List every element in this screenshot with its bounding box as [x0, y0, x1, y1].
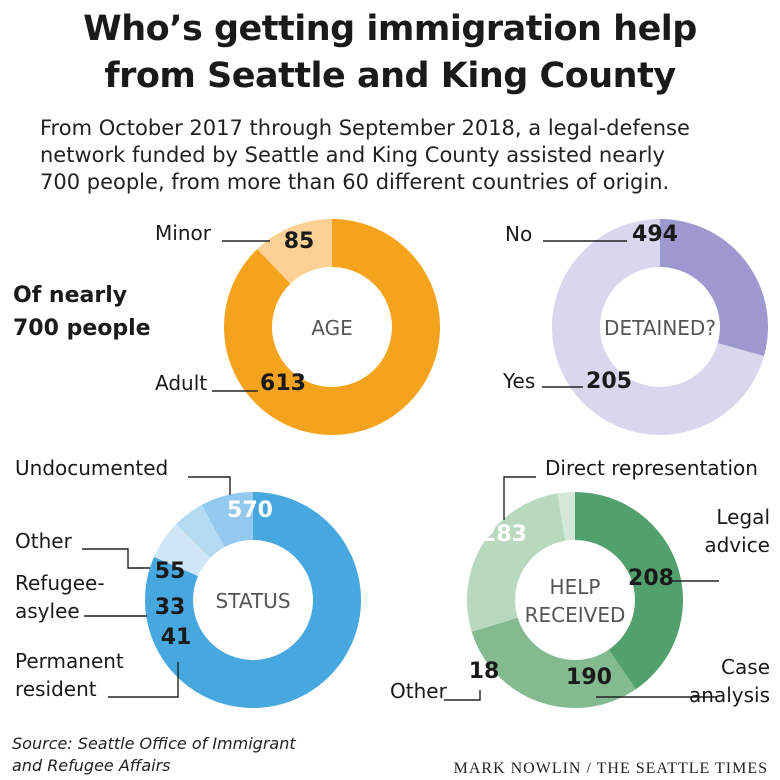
population-label-line-1: Of nearly	[13, 283, 128, 308]
category-label-other: Other	[390, 679, 448, 703]
category-label-refugee-asylee: Refugee-asylee	[15, 571, 105, 623]
slice-undocumented	[144, 492, 361, 708]
chart-title: Who’s getting immigration help from Seat…	[0, 6, 780, 100]
value-label-no: 494	[632, 222, 678, 247]
category-label-permanent-resident: Permanent resident	[15, 649, 124, 701]
credit: MARK NOWLIN / THE SEATTLE TIMES	[453, 760, 768, 777]
value-label-other: 55	[155, 559, 186, 584]
slice-permanent-resident	[154, 524, 211, 577]
subtitle-line-2: network funded by Seattle and King Count…	[40, 143, 665, 167]
donut-age: AGE 613 85 Adult Minor	[155, 219, 441, 435]
category-label-undocumented: Undocumented	[15, 456, 168, 480]
center-label: AGE	[311, 316, 352, 340]
category-label-no: No	[505, 222, 532, 246]
category-label-adult: Adult	[155, 371, 207, 395]
chart-subtitle: From October 2017 through September 2018…	[40, 115, 770, 196]
title-line-1: Who’s getting immigration help	[83, 9, 697, 49]
subtitle-line-3: 700 people, from more than 60 different …	[40, 170, 670, 194]
category-label-minor: Minor	[155, 221, 212, 245]
donut-detained: DETAINED? 494 205 No Yes	[502, 219, 768, 435]
leader-line	[108, 662, 179, 698]
title-line-2: from Seattle and King County	[104, 56, 676, 96]
slice-other	[201, 492, 253, 548]
donut-status: STATUS 570 41 33 55 Undocumented Permanent resi…	[15, 456, 361, 708]
donut-help-received: HELP RECEIVED 283 208 190 18 Direct representa…	[390, 456, 770, 708]
slice-no	[552, 219, 765, 435]
source-line-1: Source: Seattle Office of Immigrant	[12, 734, 296, 753]
value-label-undocumented: 570	[227, 498, 273, 523]
slice-minor	[257, 219, 332, 284]
slice-adult	[224, 219, 441, 435]
leader-line	[503, 476, 536, 520]
population-label: Of nearly 700 people	[13, 279, 151, 345]
leader-line	[82, 548, 150, 569]
subtitle-line-1: From October 2017 through September 2018…	[40, 116, 690, 140]
value-label-direct-representation: 283	[481, 522, 527, 547]
source-note: Source: Seattle Office of Immigrant and …	[12, 733, 296, 777]
leader-line	[188, 476, 231, 495]
category-label-direct-representation: Direct representation	[545, 456, 758, 480]
value-label-legal-advice: 208	[628, 566, 674, 591]
slice-direct-representation	[575, 492, 683, 690]
slice-other	[557, 492, 575, 541]
slice-case-analysis	[467, 493, 566, 632]
center-label: DETAINED?	[604, 316, 716, 340]
source-line-2: and Refugee Affairs	[12, 756, 171, 775]
leader-line	[444, 690, 481, 701]
slice-refugee-asylee	[176, 504, 225, 558]
slice-legal-advice	[471, 617, 636, 708]
center-label: RECEIVED	[525, 603, 626, 627]
value-label-permanent-resident: 41	[161, 625, 192, 650]
category-label-yes: Yes	[502, 369, 535, 393]
value-label-refugee-asylee: 33	[155, 595, 186, 620]
category-label-case-analysis: Case analysis	[689, 655, 770, 707]
slice-yes	[660, 219, 768, 357]
category-label-other: Other	[15, 529, 73, 553]
value-label-other: 18	[469, 659, 500, 684]
center-label: STATUS	[215, 589, 290, 613]
value-label-case-analysis: 190	[566, 665, 612, 690]
value-label-minor: 85	[284, 229, 315, 254]
center-label: HELP	[550, 575, 601, 599]
value-label-adult: 613	[260, 371, 306, 396]
category-label-legal-advice: Legal advice	[704, 505, 770, 557]
value-label-yes: 205	[586, 369, 632, 394]
population-label-line-2: 700 people	[13, 316, 151, 341]
